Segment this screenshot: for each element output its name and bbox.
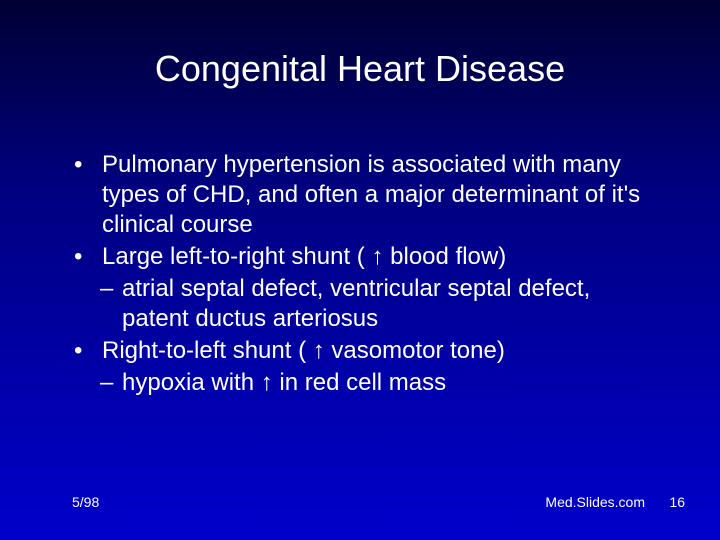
bullet-item: • Pulmonary hypertension is associated w… — [72, 150, 660, 240]
slide-content: • Pulmonary hypertension is associated w… — [72, 150, 660, 400]
bullet-text: Right-to-left shunt ( ↑ vasomotor tone) — [102, 336, 660, 366]
footer-source: Med.Slides.com — [545, 494, 645, 510]
up-arrow-icon: ↑ — [313, 336, 325, 366]
up-arrow-icon: ↑ — [261, 368, 273, 398]
bullet-text-post: in red cell mass — [273, 369, 446, 396]
sub-bullet-item: – atrial septal defect, ventricular sept… — [100, 274, 660, 334]
bullet-text-pre: hypoxia with — [122, 369, 261, 396]
sub-bullet-item: – hypoxia with ↑ in red cell mass — [100, 368, 660, 398]
footer-date: 5/98 — [72, 494, 99, 510]
slide: Congenital Heart Disease • Pulmonary hyp… — [0, 0, 720, 540]
bullet-text-post: blood flow) — [383, 243, 506, 270]
up-arrow-icon: ↑ — [371, 242, 383, 272]
slide-title: Congenital Heart Disease — [0, 48, 720, 90]
bullet-marker: • — [72, 336, 102, 366]
bullet-marker: – — [100, 274, 122, 334]
bullet-marker: • — [72, 242, 102, 272]
bullet-text: atrial septal defect, ventricular septal… — [122, 274, 660, 334]
bullet-item: • Large left-to-right shunt ( ↑ blood fl… — [72, 242, 660, 272]
footer-page-number: 16 — [669, 494, 685, 510]
bullet-item: • Right-to-left shunt ( ↑ vasomotor tone… — [72, 336, 660, 366]
bullet-text: Pulmonary hypertension is associated wit… — [102, 150, 660, 240]
bullet-text: Large left-to-right shunt ( ↑ blood flow… — [102, 242, 660, 272]
bullet-text-pre: Large left-to-right shunt ( — [102, 243, 371, 270]
bullet-text: hypoxia with ↑ in red cell mass — [122, 368, 660, 398]
bullet-marker: • — [72, 150, 102, 240]
bullet-marker: – — [100, 368, 122, 398]
bullet-text-post: vasomotor tone) — [325, 337, 505, 364]
bullet-text-pre: Right-to-left shunt ( — [102, 337, 313, 364]
